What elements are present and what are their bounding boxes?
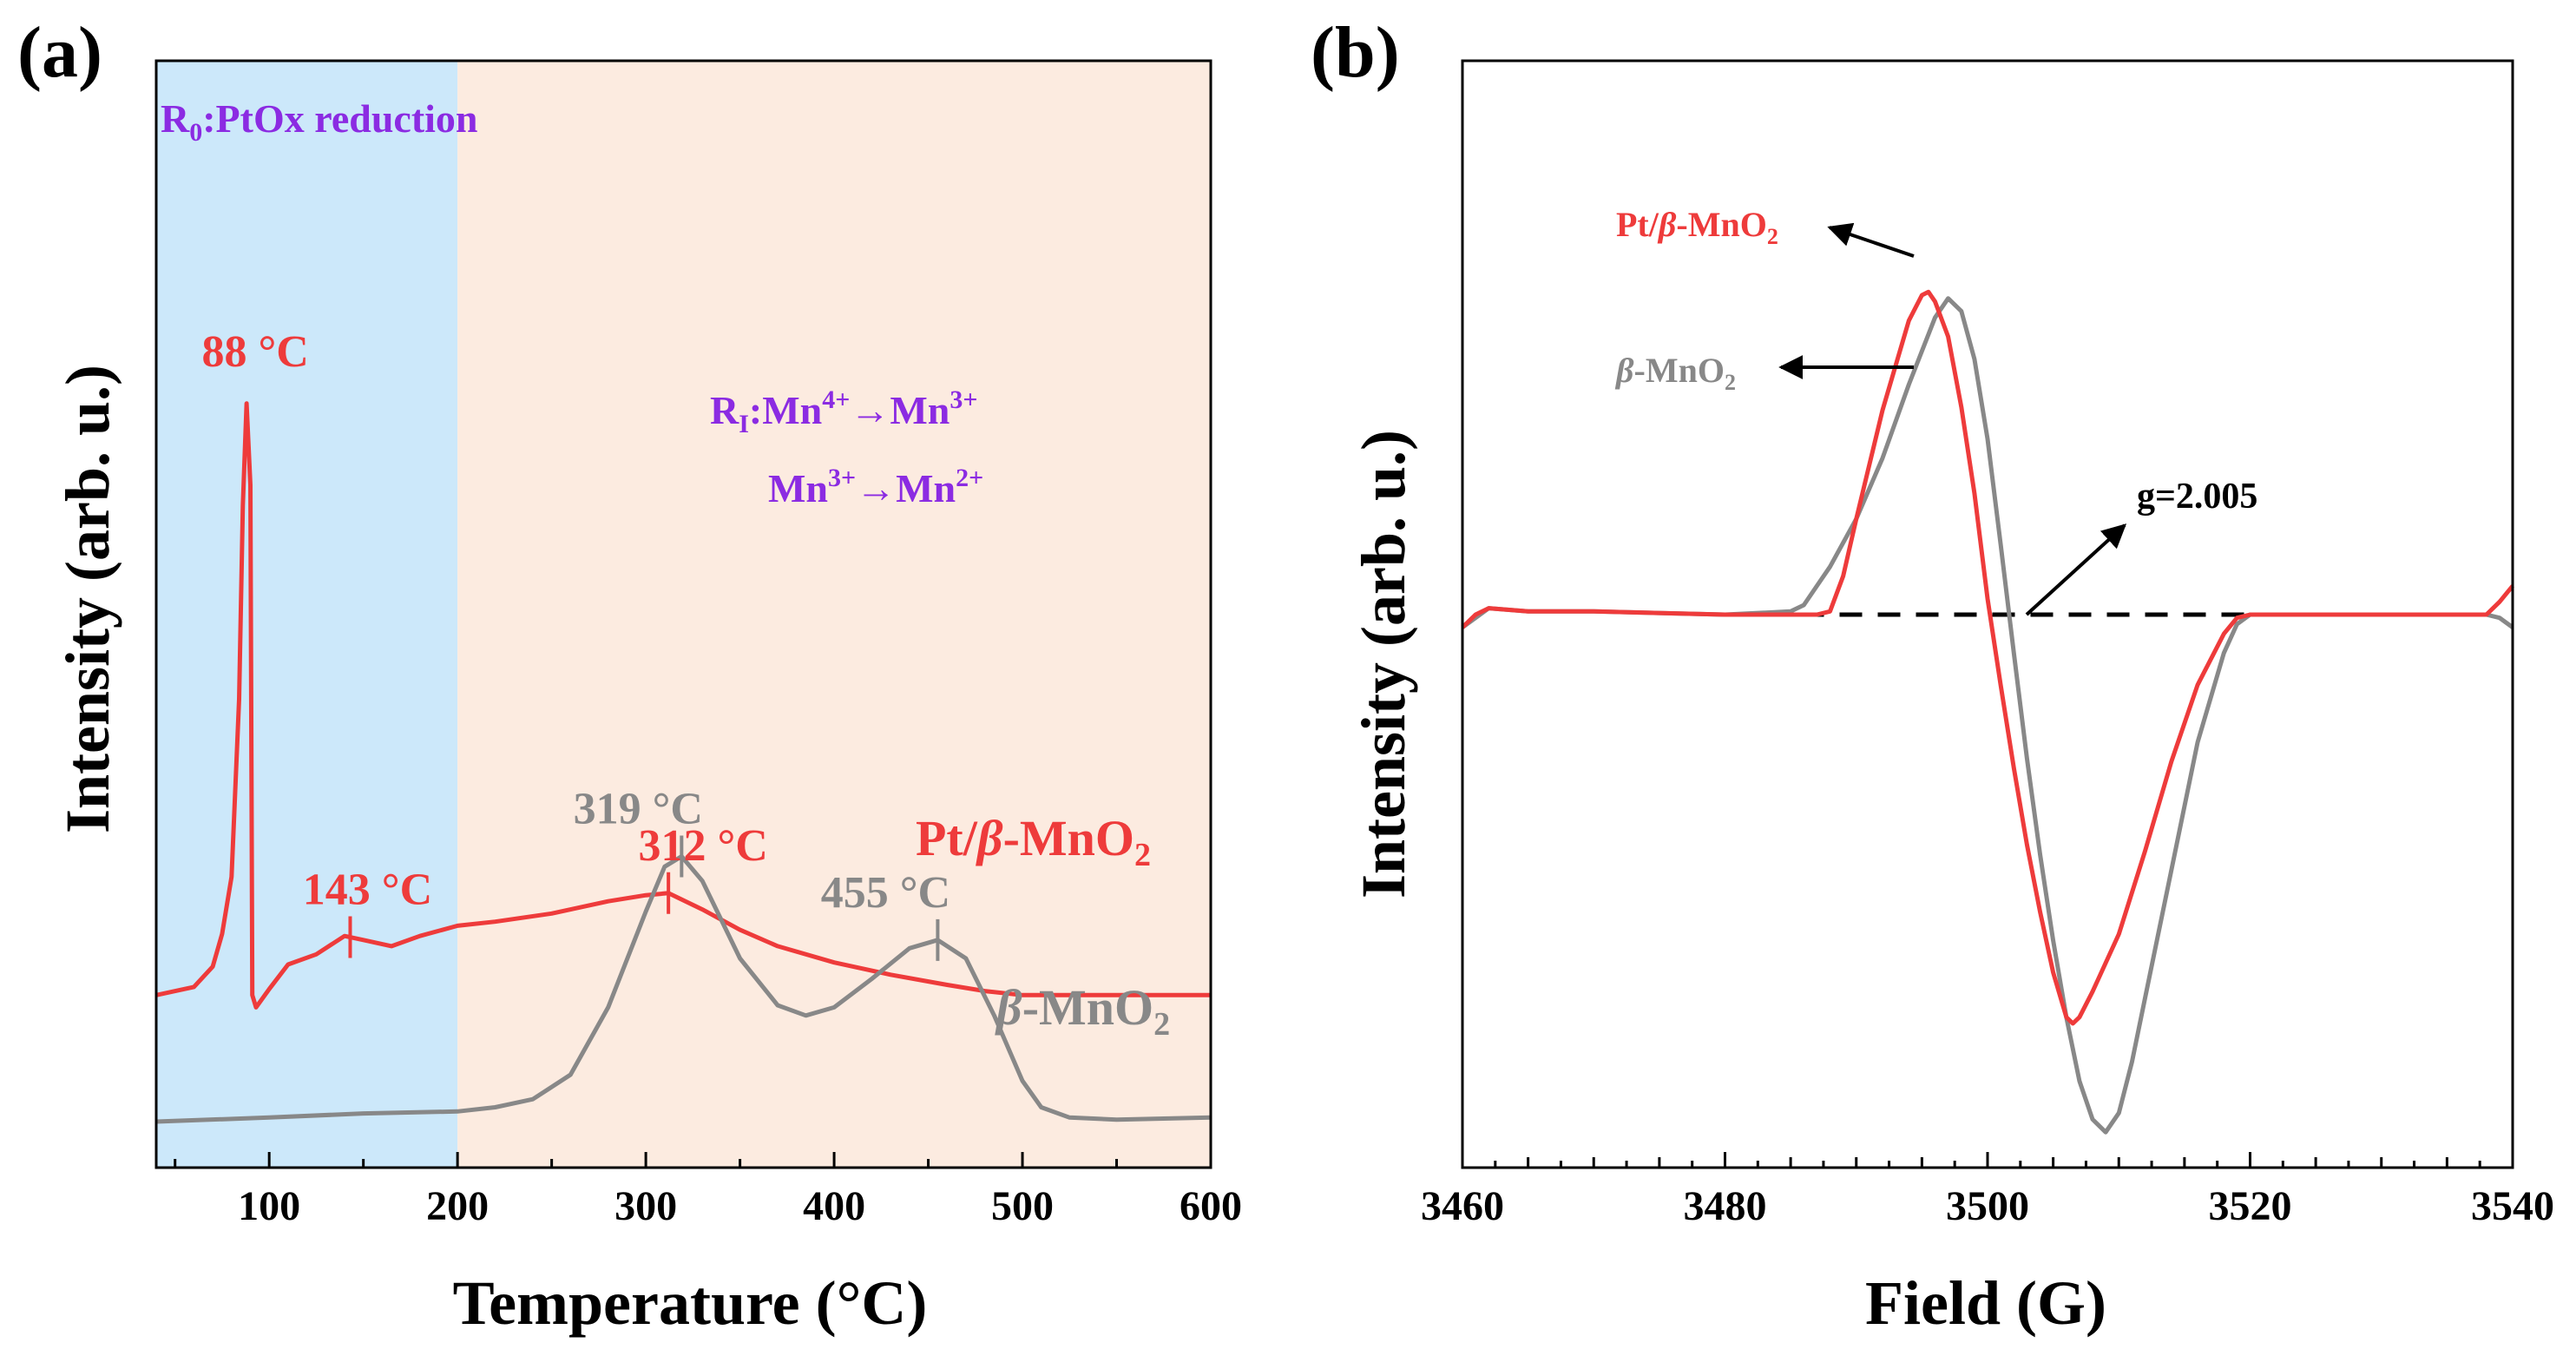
annotation-label-0: 88 °C	[201, 327, 308, 377]
reaction-line1-sup1: 4+	[822, 385, 850, 414]
reaction-line2-arrow: →	[856, 466, 896, 510]
panel-b-series-line-1	[1461, 296, 2514, 1135]
reaction-label-line1: RI:Mn4+→Mn3+	[710, 385, 977, 438]
legend-a-s1-mid: -MnO	[1022, 979, 1153, 1036]
panel-a-x-ticks: 100 200 300 400 500 600	[174, 1152, 1242, 1229]
legend-a-s1-sub: 2	[1153, 1006, 1170, 1043]
reaction-line1-main: R	[710, 388, 739, 432]
panel-b-tick-label-4: 3540	[2471, 1183, 2554, 1229]
legend-a-s0-mid: -MnO	[1003, 810, 1134, 866]
panel-a-tick-label-2: 300	[614, 1183, 677, 1229]
panel-b-tick-label-0: 3460	[1421, 1183, 1504, 1229]
panel-a-y-axis-title: Intensity (arb. u.)	[53, 365, 122, 833]
legend-b-s1-beta: β	[1614, 351, 1634, 390]
panel-a-series	[155, 401, 1212, 1124]
legend-a-s0-prefix: Pt/	[916, 810, 978, 866]
panel-b-x-ticks: 3460 3480 3500 3520 3540	[1421, 1152, 2554, 1229]
legend-a-s1-beta: β	[995, 979, 1022, 1036]
panel-a-x-axis-title: Temperature (°C)	[453, 1268, 928, 1338]
legend-pt-mno2-b-arrow	[1827, 222, 1915, 258]
reaction-line1-sub: I	[739, 410, 749, 438]
panel-a-regions	[156, 61, 1211, 1168]
region-r0-label-sub: 0	[189, 118, 202, 147]
reaction-line1-arrow: →	[850, 388, 890, 432]
legend-b-s0-mid: -MnO	[1676, 205, 1766, 244]
legend-b-s1-sub: 2	[1725, 370, 1736, 395]
legend-a-s0-beta: β	[976, 810, 1003, 866]
panel-b-series	[1461, 289, 2514, 1135]
reaction-line1-text2: Mn	[890, 388, 950, 432]
panel-a-tick-label-5: 600	[1180, 1183, 1242, 1229]
panel-b-tick-label-2: 3500	[1946, 1183, 2029, 1229]
annotation-label-1: 143 °C	[303, 866, 432, 915]
legend-pt-mno2-b: Pt/β-MnO2	[1616, 205, 1778, 249]
panel-b-series-line-0	[1461, 289, 2514, 1026]
legend-b-s1-mid: -MnO	[1634, 351, 1725, 390]
panel-b: 3460 3480 3500 3520 3540 Field (G) Intensity…	[1349, 59, 2554, 1338]
legend-b-s0-sub: 2	[1767, 224, 1778, 249]
reaction-label-line2: Mn3+→Mn2+	[768, 464, 983, 510]
legend-pt-mno2-a: Pt/β-MnO2	[916, 810, 1151, 873]
reaction-line2-sup1: 3+	[828, 464, 856, 492]
panel-b-y-axis-title: Intensity (arb. u.)	[1349, 430, 1418, 899]
legend-mno2-a: β-MnO2	[995, 979, 1170, 1043]
reaction-line2-text2: Mn	[896, 466, 956, 510]
annotation-label-3: 319 °C	[574, 785, 703, 834]
panel-a-tick-label-0: 100	[238, 1183, 300, 1229]
g-value-arrow	[2025, 523, 2127, 616]
panel-a-letter: (a)	[17, 12, 102, 93]
region-0	[156, 61, 458, 1168]
panel-a-tick-label-4: 500	[991, 1183, 1054, 1229]
legend-mno2-b: β-MnO2	[1614, 351, 1736, 395]
panel-a-tick-label-1: 200	[426, 1183, 489, 1229]
legend-b-s0-prefix: Pt/	[1616, 205, 1659, 244]
reaction-line1-text1: :Mn	[749, 388, 822, 432]
region-r0-label-rest: :PtOx reduction	[202, 96, 477, 141]
panel-a-series-line-0	[155, 401, 1211, 1010]
panel-b-letter: (b)	[1311, 12, 1400, 93]
reaction-line1-sup2: 3+	[950, 385, 977, 414]
panel-b-tick-label-1: 3480	[1684, 1183, 1767, 1229]
legend-a-s0-sub: 2	[1134, 837, 1151, 873]
g-value-label: g=2.005	[2137, 477, 2257, 517]
region-1	[457, 61, 1211, 1168]
reaction-line2-text1: Mn	[768, 466, 828, 510]
panel-b-tick-label-3: 3520	[2209, 1183, 2292, 1229]
panel-b-x-axis-title: Field (G)	[1865, 1268, 2106, 1338]
annotation-label-2: 312 °C	[638, 821, 767, 871]
annotation-label-4: 455 °C	[821, 868, 950, 918]
region-r0-label-main: R	[161, 96, 190, 141]
legend-b-s0-beta: β	[1657, 205, 1677, 244]
region-r0-label: R0:PtOx reduction	[161, 96, 478, 147]
reaction-line2-sup2: 2+	[956, 464, 983, 492]
panel-a-frame	[154, 59, 1212, 1169]
panel-a-series-line-1	[155, 854, 1212, 1124]
panel-a-tick-label-3: 400	[803, 1183, 865, 1229]
